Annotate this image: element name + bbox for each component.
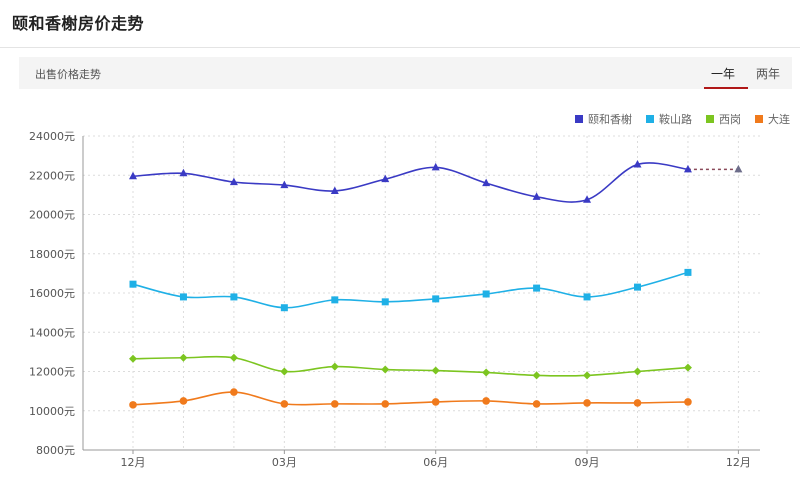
series-2-point-3 (280, 367, 289, 376)
series-line-3 (132, 391, 688, 406)
x-tick-label-1: 03月 (272, 456, 297, 469)
active-tab-underline (704, 87, 748, 89)
series-2-point-11 (683, 363, 692, 372)
series-2-point-7 (482, 368, 491, 377)
series-line-0 (132, 162, 689, 203)
series-1-point-4 (331, 296, 339, 304)
legend-label-series-2: 西岗 (719, 113, 741, 126)
series-1-point-5 (381, 298, 389, 306)
y-tick-label-5: 18000元 (29, 248, 75, 261)
series-0-point-1 (179, 168, 188, 177)
series-2-point-5 (381, 365, 390, 374)
x-tick-label-0: 12月 (121, 456, 146, 469)
subheader-label: 出售价格走势 (35, 68, 101, 81)
series-0-point-9 (583, 195, 592, 203)
series-1-point-11 (684, 268, 692, 276)
x-tick-label-2: 06月 (423, 456, 448, 469)
series-1-point-9 (583, 293, 591, 301)
series-0-point-11 (683, 164, 692, 173)
series-3-point-1 (179, 397, 188, 405)
legend-item-series-0[interactable]: 颐和香榭 (575, 111, 632, 127)
series-1-point-1 (179, 293, 187, 301)
series-line-1 (132, 271, 689, 309)
series-1-point-0 (129, 280, 137, 288)
y-tick-label-8: 24000元 (29, 130, 75, 143)
series-3-point-5 (381, 400, 390, 408)
series-2-point-10 (633, 367, 642, 376)
series-2-point-1 (179, 353, 188, 362)
series-0-point-2 (229, 177, 238, 186)
series-3-point-0 (129, 401, 137, 409)
series-3-point-7 (482, 397, 490, 405)
legend-item-series-1[interactable]: 鞍山路 (646, 111, 692, 127)
y-tick-label-3: 14000元 (29, 326, 75, 339)
series-3-point-9 (583, 399, 591, 407)
series-3-point-2 (230, 388, 238, 396)
series-2-point-0 (129, 354, 137, 363)
y-tick-label-4: 16000元 (29, 287, 75, 300)
series-line-2 (132, 355, 689, 377)
y-tick-label-7: 22000元 (29, 169, 75, 182)
y-tick-label-0: 8000元 (36, 444, 75, 457)
series-0-point-10 (633, 159, 642, 168)
series-1-point-8 (533, 284, 541, 292)
series-3-point-4 (331, 400, 339, 408)
series-0-point-4 (330, 186, 339, 194)
y-tick-label-6: 20000元 (29, 209, 75, 222)
legend-swatch-series-1 (646, 115, 654, 123)
series-1-point-7 (482, 290, 490, 298)
series-0-point-6 (431, 162, 440, 171)
subheader-bar: 出售价格走势 一年 两年 (19, 57, 792, 89)
series-0-point-0 (129, 171, 137, 180)
legend-item-series-2[interactable]: 西岗 (706, 111, 741, 127)
series-2-point-9 (583, 371, 592, 380)
series-3-point-8 (532, 400, 541, 408)
chart-legend: 颐和香榭 鞍山路 西岗 大连 (575, 111, 790, 127)
tab-two-years[interactable]: 两年 (756, 67, 781, 81)
series-2-point-4 (330, 362, 339, 371)
title-divider (0, 47, 800, 48)
series-1-point-3 (280, 304, 288, 312)
x-tick-label-4: 12月 (726, 456, 751, 469)
series-2-point-2 (229, 353, 238, 362)
x-tick-label-3: 09月 (575, 456, 600, 469)
page-title: 颐和香榭房价走势 (12, 14, 145, 33)
legend-label-series-1: 鞍山路 (659, 113, 692, 126)
legend-swatch-series-0 (575, 115, 583, 123)
series-0-point-3 (280, 180, 289, 189)
series-2-point-6 (431, 366, 440, 375)
series-1-point-6 (432, 295, 440, 303)
series-3-point-6 (431, 398, 440, 406)
series-2-point-8 (532, 371, 541, 380)
series-3-point-10 (633, 399, 642, 407)
series-0-point-5 (381, 174, 390, 183)
series-0-point-7 (482, 178, 491, 187)
legend-label-series-0: 颐和香榭 (588, 113, 632, 126)
legend-swatch-series-3 (755, 115, 763, 123)
y-tick-label-1: 10000元 (29, 405, 75, 418)
y-tick-label-2: 12000元 (29, 366, 75, 379)
legend-item-series-3[interactable]: 大连 (755, 111, 790, 127)
series-1-point-2 (230, 293, 238, 301)
legend-swatch-series-2 (706, 115, 714, 123)
legend-label-series-3: 大连 (768, 113, 790, 126)
series-3-point-11 (684, 398, 692, 406)
series-forecast-point-0 (734, 164, 743, 173)
series-0-point-8 (532, 192, 541, 200)
tab-one-year[interactable]: 一年 (711, 67, 736, 81)
series-3-point-3 (280, 400, 289, 408)
series-1-point-10 (634, 283, 641, 291)
